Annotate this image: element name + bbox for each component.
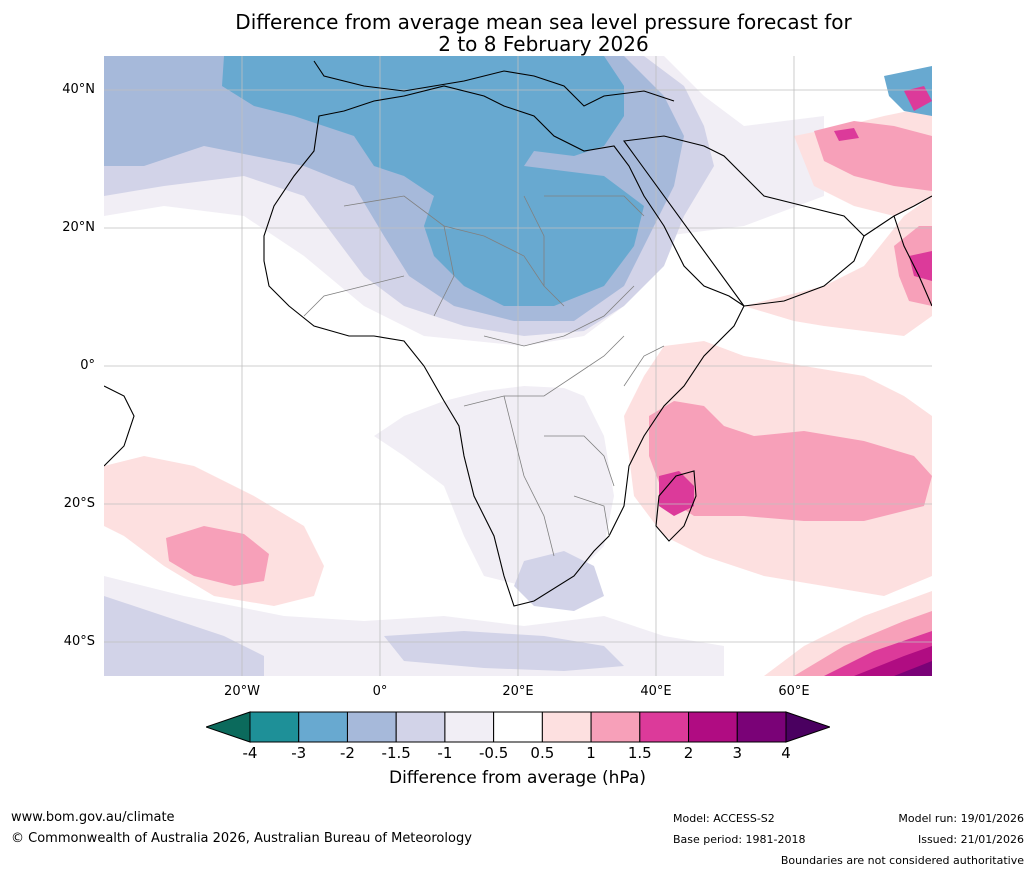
colorbar-tick-label: 4 (781, 744, 791, 762)
colorbar (206, 711, 830, 743)
colorbar-cell (346, 711, 397, 743)
anomaly-region-magenta-caspian (904, 86, 932, 111)
colorbar-cell (493, 711, 543, 743)
country-borders (303, 195, 665, 557)
colorbar-cell (590, 711, 641, 743)
anomaly-region-lavender-south (374, 386, 614, 586)
footer-website[interactable]: www.bom.gov.au/climate (11, 810, 175, 825)
chart-title-line-1: Difference from average mean sea level p… (235, 10, 852, 34)
colorbar-tick-label: -1 (437, 744, 453, 762)
footer-model-run: Model run: 19/01/2026 (898, 812, 1024, 825)
footer-copyright: © Commonwealth of Australia 2026, Austra… (11, 831, 472, 846)
colorbar-cell (688, 711, 738, 743)
lon-label-0: 0° (372, 684, 388, 699)
colorbar-tick-label: -3 (291, 744, 307, 762)
lon-label-60e: 60°E (778, 684, 810, 699)
footer-disclaimer: Boundaries are not considered authoritat… (780, 854, 1024, 867)
colorbar-arrow-high (785, 711, 830, 743)
footer-model: Model: ACCESS-S2 (673, 812, 775, 825)
colorbar-arrow-low (206, 711, 251, 743)
anomaly-region-magenta-madagascar (659, 471, 694, 516)
lat-label-40n: 40°N (62, 82, 95, 97)
footer-issued: Issued: 21/01/2026 (917, 833, 1024, 846)
colorbar-tick-label: 1 (586, 744, 596, 762)
anomaly-region-lightblue-southcentral (384, 631, 624, 671)
lat-label-0: 0° (80, 358, 95, 373)
colorbar-label: Difference from average (hPa) (389, 768, 646, 788)
coastlines (104, 60, 932, 607)
anomaly-region-lightblue-southwest (104, 596, 264, 676)
colorbar-cell (736, 711, 787, 743)
colorbar-cell (541, 711, 592, 743)
anomaly-region-purple-southernocean (854, 646, 932, 676)
chart-title-line-2: 2 to 8 February 2026 (438, 32, 649, 56)
lon-label-40e: 40°E (640, 684, 672, 699)
anomaly-region-blue-3 (222, 56, 644, 306)
graticule (104, 56, 932, 676)
pressure-anomaly-map (104, 56, 932, 676)
footer-base-period: Base period: 1981-2018 (673, 833, 806, 846)
colorbar-tick-label: 0.5 (530, 744, 555, 762)
colorbar-cell (249, 711, 300, 743)
anomaly-region-magenta-india (909, 251, 932, 281)
colorbar-tick-label: 2 (683, 744, 694, 762)
colorbar-cell (444, 711, 495, 743)
colorbar-tick-label: 3 (732, 744, 743, 762)
colorbar-tick-label: -0.5 (478, 744, 509, 762)
lon-label-20e: 20°E (502, 684, 534, 699)
anomaly-region-darkpurple-southernocean (894, 661, 932, 676)
colorbar-tick-label: -4 (242, 744, 258, 762)
anomaly-region-magenta-iran (834, 128, 859, 141)
anomaly-region-pink-arabia (744, 196, 932, 336)
colorbar-tick-label: -1.5 (381, 744, 411, 762)
colorbar-cell (395, 711, 446, 743)
lat-label-40s: 40°S (63, 634, 95, 649)
colorbar-cell (639, 711, 690, 743)
lat-label-20s: 20°S (63, 496, 95, 511)
lat-label-20n: 20°N (62, 220, 95, 235)
anomaly-region-pink2-indianocean (649, 401, 932, 521)
colorbar-tick-label: 1.5 (627, 744, 652, 762)
colorbar-tick-label: -2 (339, 744, 355, 762)
map-panel (104, 56, 932, 676)
anomaly-region-pink2-southatlantic (166, 526, 269, 586)
colorbar-cell (298, 711, 348, 743)
lon-label-20w: 20°W (224, 684, 260, 699)
